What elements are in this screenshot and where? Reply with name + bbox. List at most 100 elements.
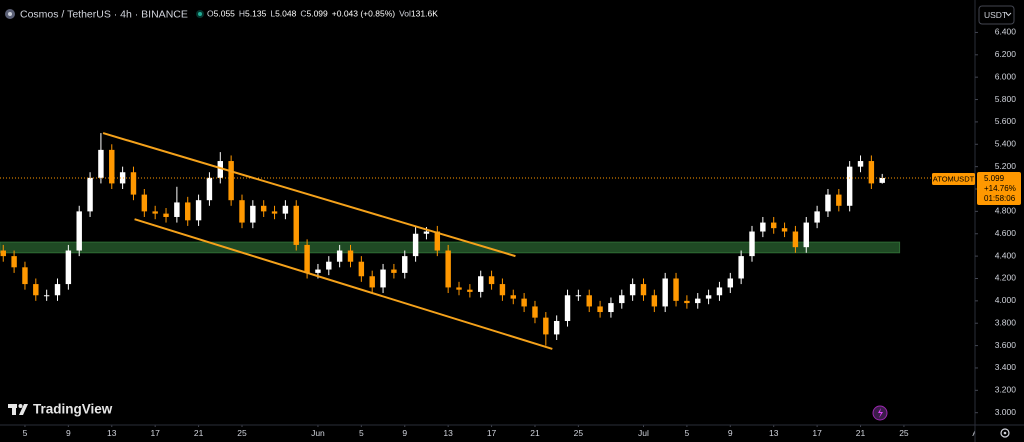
x-tick-label: 9	[728, 428, 733, 438]
symbol-tag	[932, 173, 975, 185]
candle-body	[358, 261, 365, 277]
header: Cosmos / TetherUS · 4h · BINANCE	[20, 8, 188, 20]
x-tick-label: 5	[359, 428, 364, 438]
currency-chevron	[1005, 12, 1012, 17]
candle-body	[662, 278, 668, 307]
candle-body	[98, 149, 104, 178]
candle-body	[749, 231, 755, 257]
x-tick-label: Aug	[972, 428, 987, 438]
logo-dot	[18, 404, 23, 408]
status-dot	[198, 12, 202, 16]
logo-stem	[12, 404, 16, 415]
candle-body	[109, 149, 115, 184]
candle-body	[543, 317, 549, 335]
candle-body	[467, 289, 473, 292]
candle-body	[673, 278, 679, 301]
candle-body	[206, 177, 213, 201]
x-tick-label: 13	[107, 428, 117, 438]
candle-body	[22, 267, 28, 285]
candle-body	[76, 211, 82, 251]
candle-body	[293, 205, 299, 245]
candle-body	[239, 200, 245, 223]
volume-key: Vol	[399, 9, 411, 19]
price-badge-countdown: 01:58:06	[984, 194, 1016, 203]
chart-title: Cosmos / TetherUS · 4h · BINANCE	[20, 8, 188, 20]
y-tick-label: 3.200	[995, 385, 1017, 395]
settings-button[interactable]	[1000, 428, 1010, 438]
x-tick-label: 17	[487, 428, 497, 438]
candle-body	[879, 177, 885, 183]
candle-body	[402, 256, 408, 273]
candle-body	[836, 194, 842, 206]
candle-body	[825, 194, 831, 212]
candle-body	[445, 250, 451, 288]
plot-area	[0, 132, 975, 350]
overlay: USDT ATOMUSDT 5.099 +14.76% 01:58:06 Tra…	[5, 5, 1021, 438]
y-tick-label: 4.800	[995, 206, 1017, 216]
candle-body	[87, 177, 93, 212]
y-tick-label: 5.800	[995, 94, 1017, 104]
candle-body	[282, 205, 289, 214]
candle-body	[119, 172, 126, 184]
candle-body	[488, 276, 495, 285]
candle-body	[271, 211, 278, 214]
ohlc-key: O	[207, 9, 214, 19]
candle-body	[11, 256, 17, 268]
y-tick-label: 3.800	[995, 317, 1017, 327]
candle-body	[326, 261, 332, 270]
watermark-logo	[8, 404, 28, 415]
y-tick-label: 3.000	[995, 407, 1017, 417]
y-tick-label: 3.600	[995, 340, 1017, 350]
x-tick-label: 13	[443, 428, 453, 438]
candle-body	[336, 250, 343, 262]
candle-body	[174, 202, 180, 217]
ohlc-value: 5.048	[275, 9, 297, 19]
candle-body	[857, 161, 864, 167]
candle-body	[141, 194, 148, 212]
candle-body	[553, 320, 560, 335]
candle-body	[315, 269, 321, 273]
candle-body	[760, 222, 766, 232]
x-tick-label: 21	[530, 428, 540, 438]
candle-body	[868, 161, 875, 184]
currency-button[interactable]	[978, 5, 1015, 25]
candle-body	[716, 287, 723, 296]
channel-line	[102, 132, 516, 258]
x-tick-label: 9	[66, 428, 71, 438]
alert-icon	[878, 408, 883, 418]
candle-body	[217, 161, 223, 178]
x-tick-label: 5	[685, 428, 690, 438]
x-tick-label: 25	[574, 428, 584, 438]
y-tick-label: 5.200	[995, 161, 1017, 171]
candle-body	[510, 295, 516, 299]
candle-body	[792, 231, 799, 248]
candle-body	[781, 228, 788, 232]
candle-body	[803, 222, 809, 248]
candle-body	[0, 250, 6, 257]
y-tick-label: 6.400	[995, 27, 1017, 37]
ohlc-legend: O5.055 H5.135 L5.048 C5.099 +0.043 (+0.85%) V…	[207, 9, 438, 19]
y-tick-label: 4.400	[995, 250, 1017, 260]
price-badge-price: 5.099	[984, 174, 1005, 183]
candle-body	[380, 269, 386, 288]
candle-body	[185, 202, 191, 221]
x-tick-label: 25	[237, 428, 247, 438]
candle-body	[54, 284, 61, 296]
candle-body	[65, 250, 72, 285]
candle-body	[250, 205, 256, 223]
candle-body	[260, 205, 267, 212]
candle-body	[434, 231, 441, 251]
y-tick-label: 6.200	[995, 49, 1017, 59]
candle-body	[130, 172, 137, 195]
candle-body	[228, 161, 234, 201]
y-tick-label: 4.200	[995, 273, 1017, 283]
candle-body	[575, 295, 582, 297]
channel-line	[134, 218, 553, 350]
candle-body	[391, 269, 397, 273]
candle-body	[846, 166, 853, 206]
candle-body	[640, 284, 647, 296]
candle-body	[814, 211, 820, 223]
